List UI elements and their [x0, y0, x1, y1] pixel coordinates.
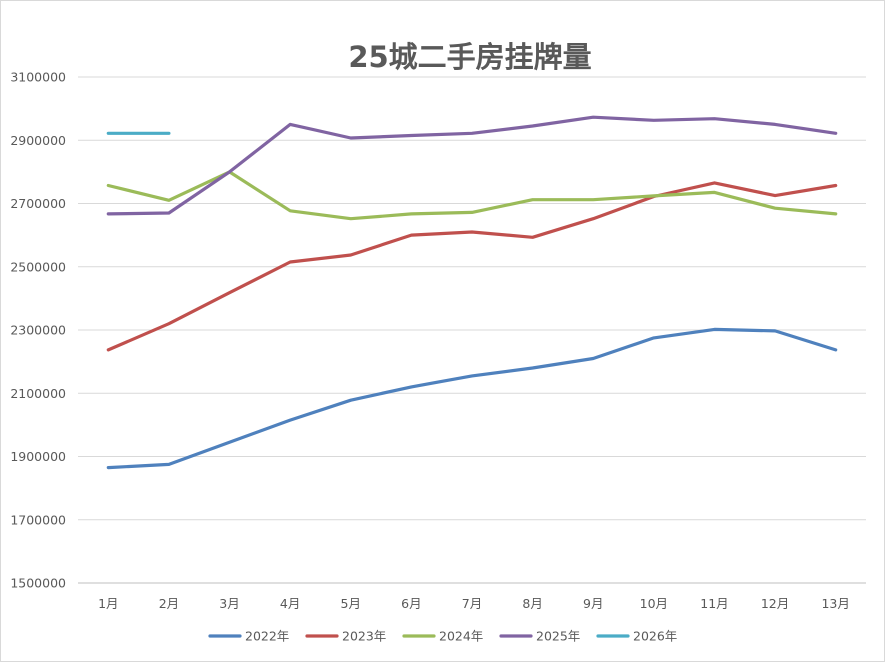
y-tick-label: 2700000 — [10, 196, 66, 211]
y-tick-label: 2100000 — [10, 386, 66, 401]
x-tick-label: 12月 — [761, 596, 789, 611]
x-tick-label: 13月 — [821, 596, 849, 611]
y-tick-label: 1900000 — [10, 449, 66, 464]
legend-label: 2025年 — [536, 629, 580, 644]
series-line — [106, 181, 838, 352]
y-tick-label: 3100000 — [10, 70, 66, 85]
series-line — [106, 115, 838, 216]
legend: 2022年 2023年 2024年 2025年 2026年 — [208, 629, 677, 644]
y-tick-label: 2300000 — [10, 323, 66, 338]
series-lines — [106, 115, 838, 470]
legend-label: 2024年 — [439, 629, 483, 644]
y-tick-label: 2500000 — [10, 259, 66, 274]
x-tick-label: 3月 — [219, 596, 239, 611]
y-tick-label: 2900000 — [10, 133, 66, 148]
x-axis-ticks: 1月 2月 3月 4月 5月 6月 7月 8月 9月 10月 11月 12月 13月 — [98, 596, 850, 611]
y-tick-label: 1500000 — [10, 576, 66, 591]
x-tick-label: 8月 — [522, 596, 542, 611]
chart-title: 25城二手房挂牌量 — [348, 40, 591, 74]
x-tick-label: 2月 — [159, 596, 179, 611]
x-tick-label: 4月 — [280, 596, 300, 611]
x-tick-label: 11月 — [700, 596, 728, 611]
x-tick-label: 9月 — [583, 596, 603, 611]
x-tick-label: 10月 — [640, 596, 668, 611]
y-tick-label: 1700000 — [10, 512, 66, 527]
y-axis-ticks: 1500000 1700000 1900000 2100000 2300000 25000… — [10, 70, 66, 591]
legend-label: 2022年 — [245, 629, 289, 644]
x-tick-label: 1月 — [98, 596, 118, 611]
legend-label: 2023年 — [342, 629, 386, 644]
series-line — [106, 327, 838, 470]
gridlines — [78, 76, 866, 584]
x-tick-label: 6月 — [401, 596, 421, 611]
x-tick-label: 5月 — [341, 596, 361, 611]
legend-label: 2026年 — [633, 629, 677, 644]
x-tick-label: 7月 — [462, 596, 482, 611]
